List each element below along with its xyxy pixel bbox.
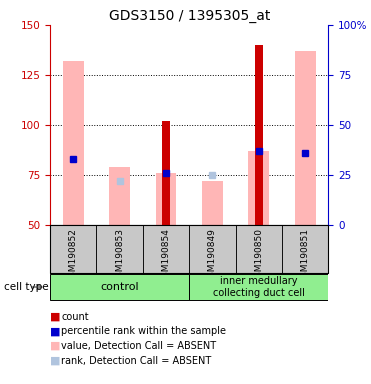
- Text: GSM190851: GSM190851: [301, 228, 310, 283]
- Text: control: control: [100, 282, 139, 292]
- Bar: [295, 51, 316, 225]
- Bar: [50, 274, 189, 300]
- Text: GSM190852: GSM190852: [69, 228, 78, 283]
- Text: rank, Detection Call = ABSENT: rank, Detection Call = ABSENT: [61, 356, 211, 366]
- Text: GSM190850: GSM190850: [254, 228, 263, 283]
- Bar: [255, 45, 263, 225]
- Bar: [202, 181, 223, 225]
- Bar: [143, 225, 189, 273]
- Bar: [236, 225, 282, 273]
- Text: ■: ■: [50, 356, 60, 366]
- Bar: [96, 225, 143, 273]
- Bar: [50, 225, 96, 273]
- Bar: [282, 225, 328, 273]
- Text: inner medullary
collecting duct cell: inner medullary collecting duct cell: [213, 276, 305, 298]
- Text: GSM190849: GSM190849: [208, 228, 217, 283]
- Bar: [63, 61, 84, 225]
- Text: cell type: cell type: [4, 282, 48, 292]
- Bar: [155, 173, 177, 225]
- Bar: [162, 121, 170, 225]
- Bar: [189, 274, 328, 300]
- Bar: [189, 225, 236, 273]
- Text: ■: ■: [50, 326, 60, 336]
- Bar: [109, 167, 130, 225]
- Text: GSM190853: GSM190853: [115, 228, 124, 283]
- Text: ■: ■: [50, 312, 60, 322]
- Text: GSM190854: GSM190854: [161, 228, 171, 283]
- Bar: [248, 151, 269, 225]
- Text: value, Detection Call = ABSENT: value, Detection Call = ABSENT: [61, 341, 216, 351]
- Text: percentile rank within the sample: percentile rank within the sample: [61, 326, 226, 336]
- Text: count: count: [61, 312, 89, 322]
- Text: ■: ■: [50, 341, 60, 351]
- Title: GDS3150 / 1395305_at: GDS3150 / 1395305_at: [109, 8, 270, 23]
